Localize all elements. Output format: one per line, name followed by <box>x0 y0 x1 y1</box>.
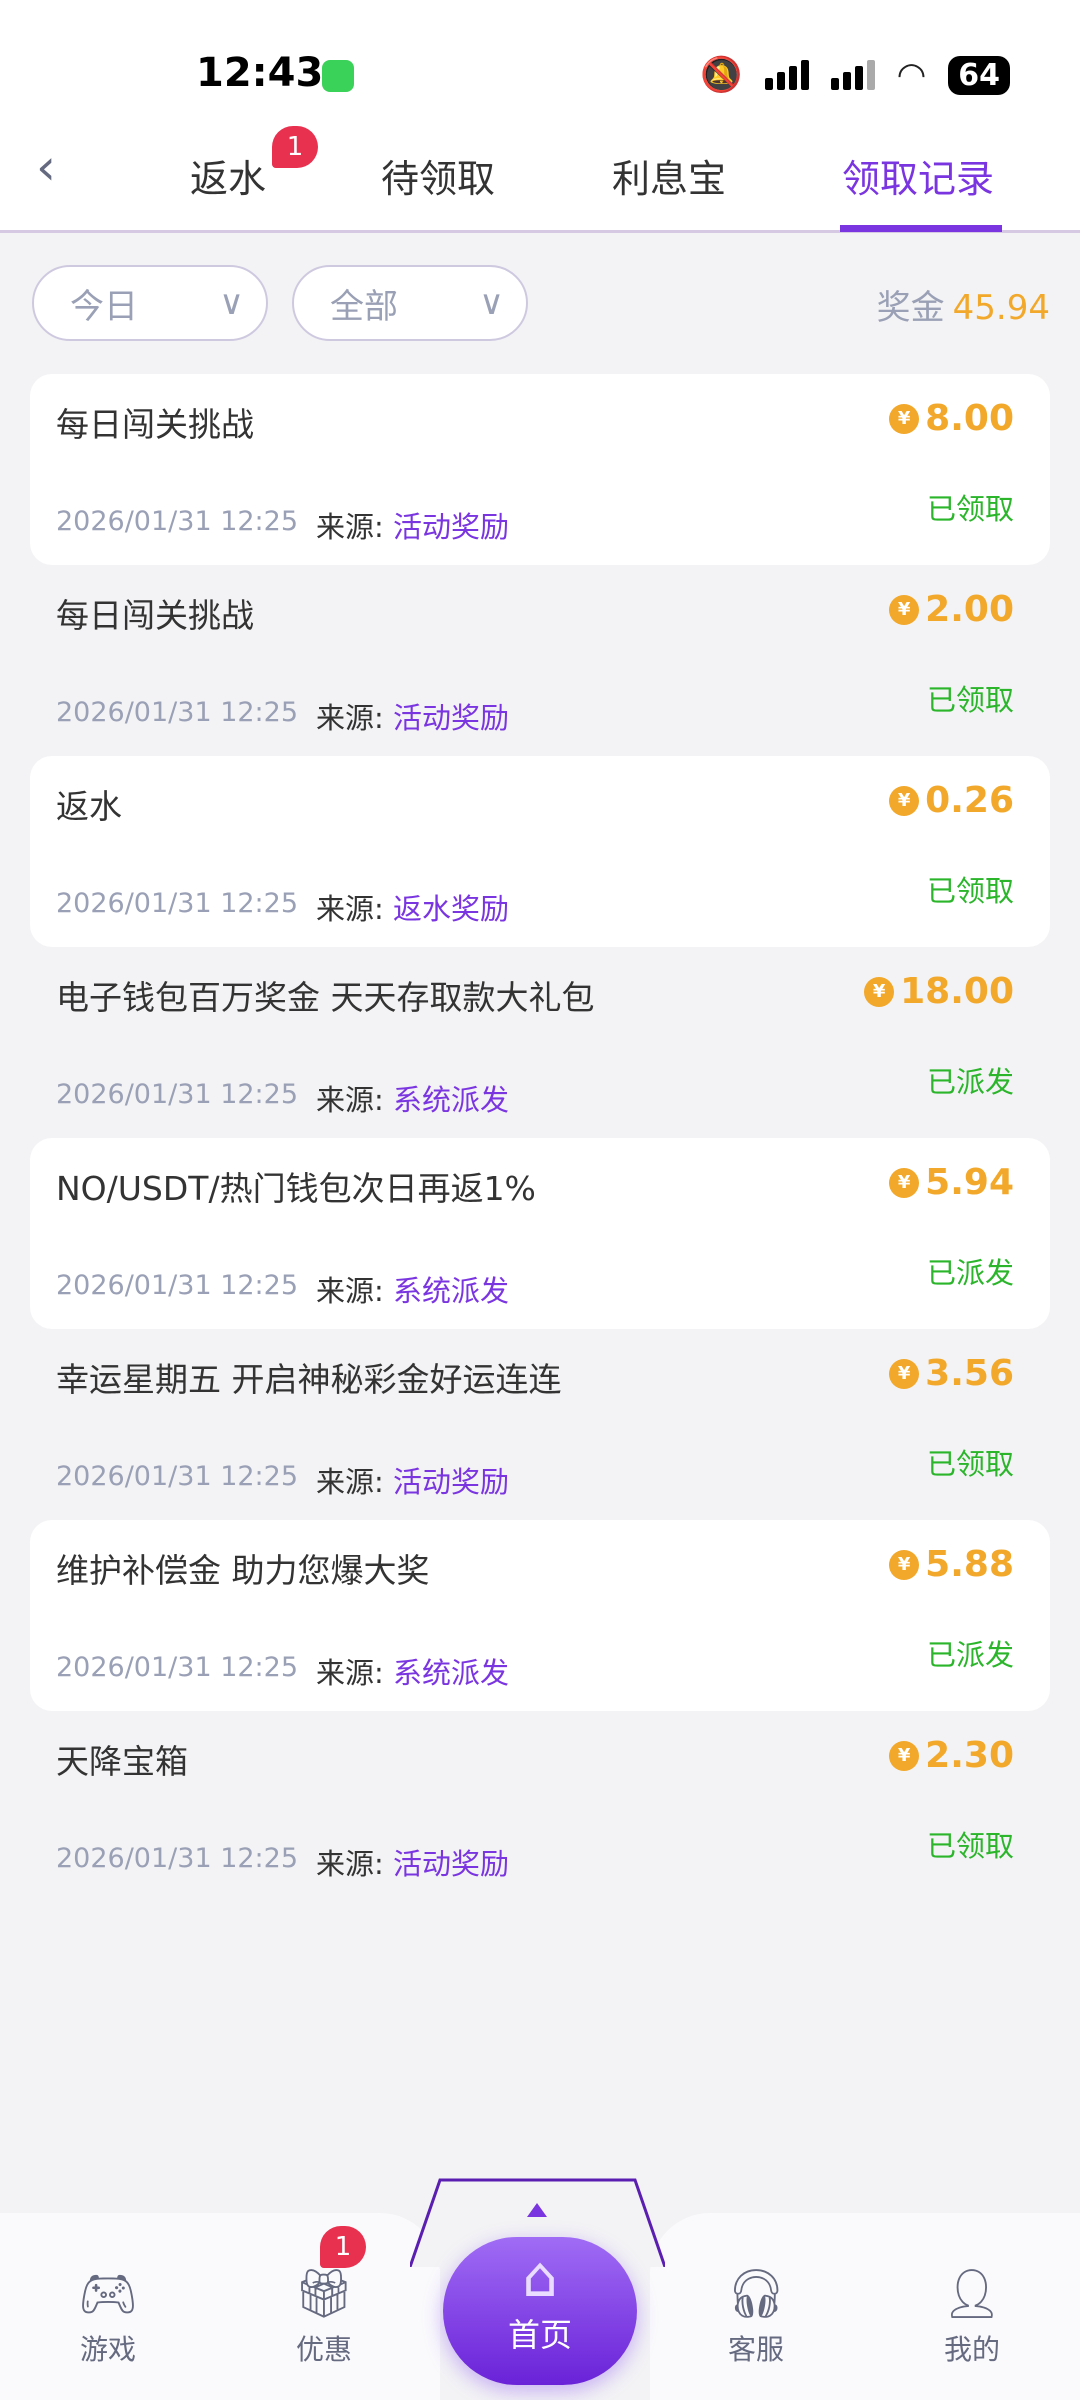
record-date: 2026/01/31 12:25 <box>56 506 299 537</box>
coin-icon: ¥ <box>889 1549 920 1580</box>
record-title: NO/USDT/热门钱包次日再返1% <box>56 1169 536 1208</box>
record-source: 来源: 返水奖励 <box>316 892 510 926</box>
bottom-nav-left <box>0 2213 440 2400</box>
record-source: 来源: 活动奖励 <box>316 1465 510 1499</box>
back-button[interactable]: ‹ <box>36 138 56 196</box>
record-amount: ¥8.00 <box>889 398 1014 439</box>
tab-rebate[interactable]: 返水 <box>190 157 267 201</box>
tab-badge: 1 <box>272 126 318 168</box>
record-row: 幸运星期五 开启神秘彩金好运连连 ¥3.56 已领取 2026/01/31 12… <box>30 1329 1050 1520</box>
status-time: 12:43 <box>196 50 324 96</box>
record-date: 2026/01/31 12:25 <box>56 1079 299 1110</box>
nav-promos[interactable]: 🎁︎ 优惠 <box>264 2260 384 2368</box>
record-title: 电子钱包百万奖金 天天存取款大礼包 <box>56 978 595 1017</box>
active-tab-indicator <box>840 225 1002 232</box>
chevron-down-icon: ∨ <box>479 283 504 323</box>
record-date: 2026/01/31 12:25 <box>56 1461 299 1492</box>
record-title: 每日闯关挑战 <box>56 596 254 635</box>
record-date: 2026/01/31 12:25 <box>56 1652 299 1683</box>
record-amount: ¥3.56 <box>889 1353 1014 1394</box>
tab-pending[interactable]: 待领取 <box>381 157 496 201</box>
record-title: 天降宝箱 <box>56 1742 188 1781</box>
record-status: 已领取 <box>926 683 1014 717</box>
tab-records[interactable]: 领取记录 <box>842 157 995 201</box>
header: 12:43 🔕 ◠ 64 ‹ 返水 1 待领取 利息宝 领取记录 <box>0 0 1080 233</box>
record-source: 来源: 活动奖励 <box>316 510 510 544</box>
record-amount: ¥18.00 <box>864 971 1014 1012</box>
record-amount: ¥0.26 <box>889 780 1014 821</box>
nav-profile[interactable]: 👤︎ 我的 <box>912 2260 1032 2368</box>
record-row: 电子钱包百万奖金 天天存取款大礼包 ¥18.00 已派发 2026/01/31 … <box>30 947 1050 1138</box>
record-status: 已领取 <box>926 874 1014 908</box>
bottom-nav-right <box>650 2213 1080 2400</box>
messages-icon <box>322 60 354 92</box>
gift-icon: 🎁︎ <box>293 2266 355 2322</box>
coin-icon: ¥ <box>864 976 895 1007</box>
coin-icon: ¥ <box>889 1167 920 1198</box>
record-status: 已领取 <box>926 1447 1014 1481</box>
record-row: 每日闯关挑战 ¥2.00 已领取 2026/01/31 12:25 来源: 活动… <box>30 565 1050 756</box>
wifi-icon: ◠ <box>896 55 927 95</box>
record-title: 幸运星期五 开启神秘彩金好运连连 <box>56 1360 562 1399</box>
gamepad-icon: 🎮︎ <box>77 2266 139 2322</box>
prize-total: 奖金 45.94 <box>876 288 1050 328</box>
type-filter[interactable]: 全部 ∨ <box>292 265 528 341</box>
coin-icon: ¥ <box>889 1358 920 1389</box>
date-filter-value: 今日 <box>70 286 138 327</box>
record-amount: ¥2.30 <box>889 1735 1014 1776</box>
nav-home[interactable]: ⌂ 首页 <box>443 2237 637 2385</box>
record-row: NO/USDT/热门钱包次日再返1% ¥5.94 已派发 2026/01/31 … <box>30 1138 1050 1329</box>
status-icons: 🔕 ◠ 64 <box>700 55 1010 95</box>
bell-muted-icon: 🔕 <box>700 55 743 95</box>
record-status: 已派发 <box>926 1638 1014 1672</box>
coin-icon: ¥ <box>889 1740 920 1771</box>
record-row: 天降宝箱 ¥2.30 已领取 2026/01/31 12:25 来源: 活动奖励 <box>30 1711 1050 1902</box>
chevron-down-icon: ∨ <box>219 283 244 323</box>
date-filter[interactable]: 今日 ∨ <box>32 265 268 341</box>
record-row: 返水 ¥0.26 已领取 2026/01/31 12:25 来源: 返水奖励 <box>30 756 1050 947</box>
signal-icon <box>830 60 875 90</box>
record-date: 2026/01/31 12:25 <box>56 888 299 919</box>
record-amount: ¥5.88 <box>889 1544 1014 1585</box>
record-status: 已领取 <box>926 1829 1014 1863</box>
coin-icon: ¥ <box>889 785 920 816</box>
headset-icon: 🎧︎ <box>725 2266 787 2322</box>
home-tab-frame <box>410 2178 665 2267</box>
coin-icon: ¥ <box>889 594 920 625</box>
type-filter-value: 全部 <box>330 286 398 327</box>
battery-icon: 64 <box>948 55 1010 95</box>
record-date: 2026/01/31 12:25 <box>56 1270 299 1301</box>
coin-icon: ¥ <box>889 403 920 434</box>
record-source: 来源: 系统派发 <box>316 1656 510 1690</box>
record-status: 已派发 <box>926 1256 1014 1290</box>
tab-interest[interactable]: 利息宝 <box>612 157 727 201</box>
user-icon: 👤︎ <box>941 2266 1003 2322</box>
record-row: 维护补偿金 助力您爆大奖 ¥5.88 已派发 2026/01/31 12:25 … <box>30 1520 1050 1711</box>
record-row: 每日闯关挑战 ¥8.00 已领取 2026/01/31 12:25 来源: 活动… <box>30 374 1050 565</box>
nav-support[interactable]: 🎧︎ 客服 <box>696 2260 816 2368</box>
record-date: 2026/01/31 12:25 <box>56 697 299 728</box>
record-title: 每日闯关挑战 <box>56 405 254 444</box>
record-title: 返水 <box>56 787 122 826</box>
record-source: 来源: 系统派发 <box>316 1274 510 1308</box>
record-source: 来源: 活动奖励 <box>316 1847 510 1881</box>
record-amount: ¥5.94 <box>889 1162 1014 1203</box>
promo-badge: 1 <box>320 2226 366 2268</box>
record-source: 来源: 活动奖励 <box>316 701 510 735</box>
record-date: 2026/01/31 12:25 <box>56 1843 299 1874</box>
record-amount: ¥2.00 <box>889 589 1014 630</box>
home-icon: ⌂ <box>522 2245 558 2310</box>
record-title: 维护补偿金 助力您爆大奖 <box>56 1551 430 1590</box>
record-source: 来源: 系统派发 <box>316 1083 510 1117</box>
record-status: 已领取 <box>926 492 1014 526</box>
record-status: 已派发 <box>926 1065 1014 1099</box>
nav-games[interactable]: 🎮︎ 游戏 <box>48 2260 168 2368</box>
signal-icon <box>764 60 809 90</box>
